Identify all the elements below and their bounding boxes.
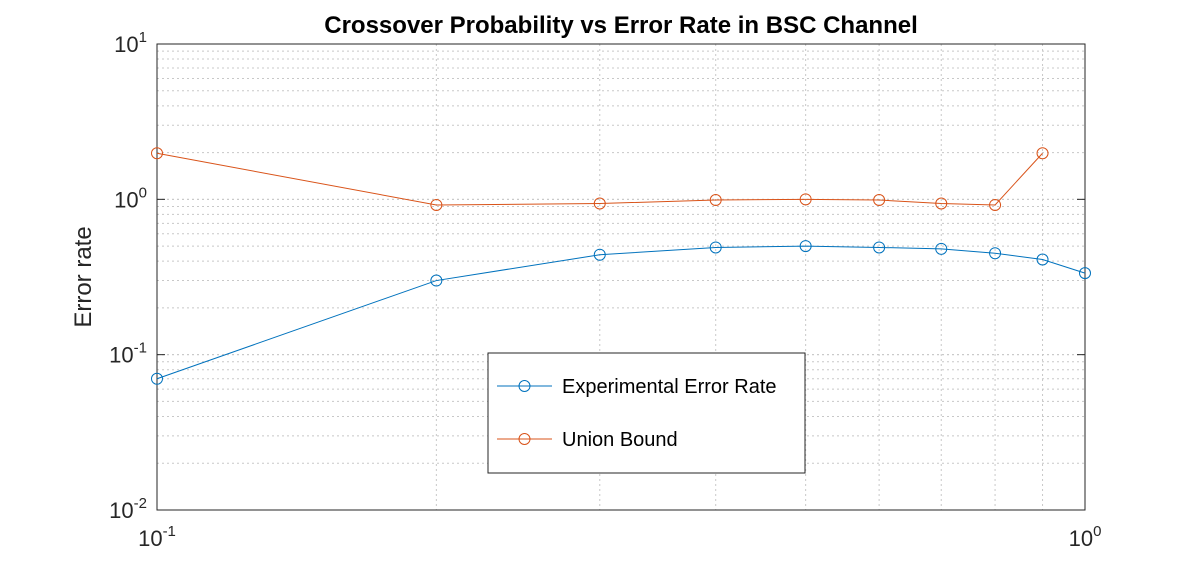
series-layer bbox=[151, 147, 1091, 385]
data-point-union-bound bbox=[709, 194, 722, 207]
data-point-experimental-error-rate bbox=[873, 241, 886, 254]
data-point-union-bound bbox=[593, 197, 606, 210]
data-point-experimental-error-rate bbox=[709, 241, 722, 254]
legend: Experimental Error Rate Union Bound bbox=[487, 352, 806, 474]
data-point-experimental-error-rate bbox=[151, 372, 163, 385]
series-line-union-bound bbox=[156, 152, 1043, 206]
data-point-union-bound bbox=[989, 198, 1002, 211]
data-point-union-bound bbox=[935, 197, 948, 210]
data-point-experimental-error-rate bbox=[1036, 253, 1049, 266]
data-point-union-bound bbox=[873, 194, 886, 207]
data-point-union-bound bbox=[1036, 147, 1049, 160]
series-line-experimental-error-rate bbox=[156, 245, 1086, 380]
legend-label-experimental: Experimental Error Rate bbox=[562, 376, 777, 398]
data-point-experimental-error-rate bbox=[1079, 267, 1091, 280]
data-point-experimental-error-rate bbox=[935, 242, 948, 255]
y-axis-label: Error rate bbox=[70, 226, 97, 327]
plot-frame bbox=[156, 43, 1086, 511]
x-tick-label: 100 bbox=[1069, 523, 1102, 551]
data-point-experimental-error-rate bbox=[593, 248, 606, 261]
data-point-experimental-error-rate bbox=[799, 240, 812, 253]
y-tick-label: 10-2 bbox=[109, 495, 147, 523]
legend-box bbox=[487, 352, 806, 474]
data-point-experimental-error-rate bbox=[430, 274, 443, 287]
y-tick-label: 101 bbox=[114, 29, 147, 57]
legend-label-union-bound: Union Bound bbox=[562, 429, 678, 451]
data-point-experimental-error-rate bbox=[989, 247, 1002, 260]
y-tick-label: 10-1 bbox=[109, 340, 147, 368]
legend-marker-union-bound bbox=[518, 433, 531, 445]
data-point-union-bound bbox=[151, 147, 163, 160]
legend-marker-experimental bbox=[518, 380, 531, 392]
y-tick-label: 100 bbox=[114, 184, 147, 212]
chart-title: Crossover Probability vs Error Rate in B… bbox=[324, 12, 918, 39]
x-tick-label: 10-1 bbox=[138, 523, 176, 551]
data-point-union-bound bbox=[430, 198, 443, 211]
data-point-union-bound bbox=[799, 193, 812, 206]
